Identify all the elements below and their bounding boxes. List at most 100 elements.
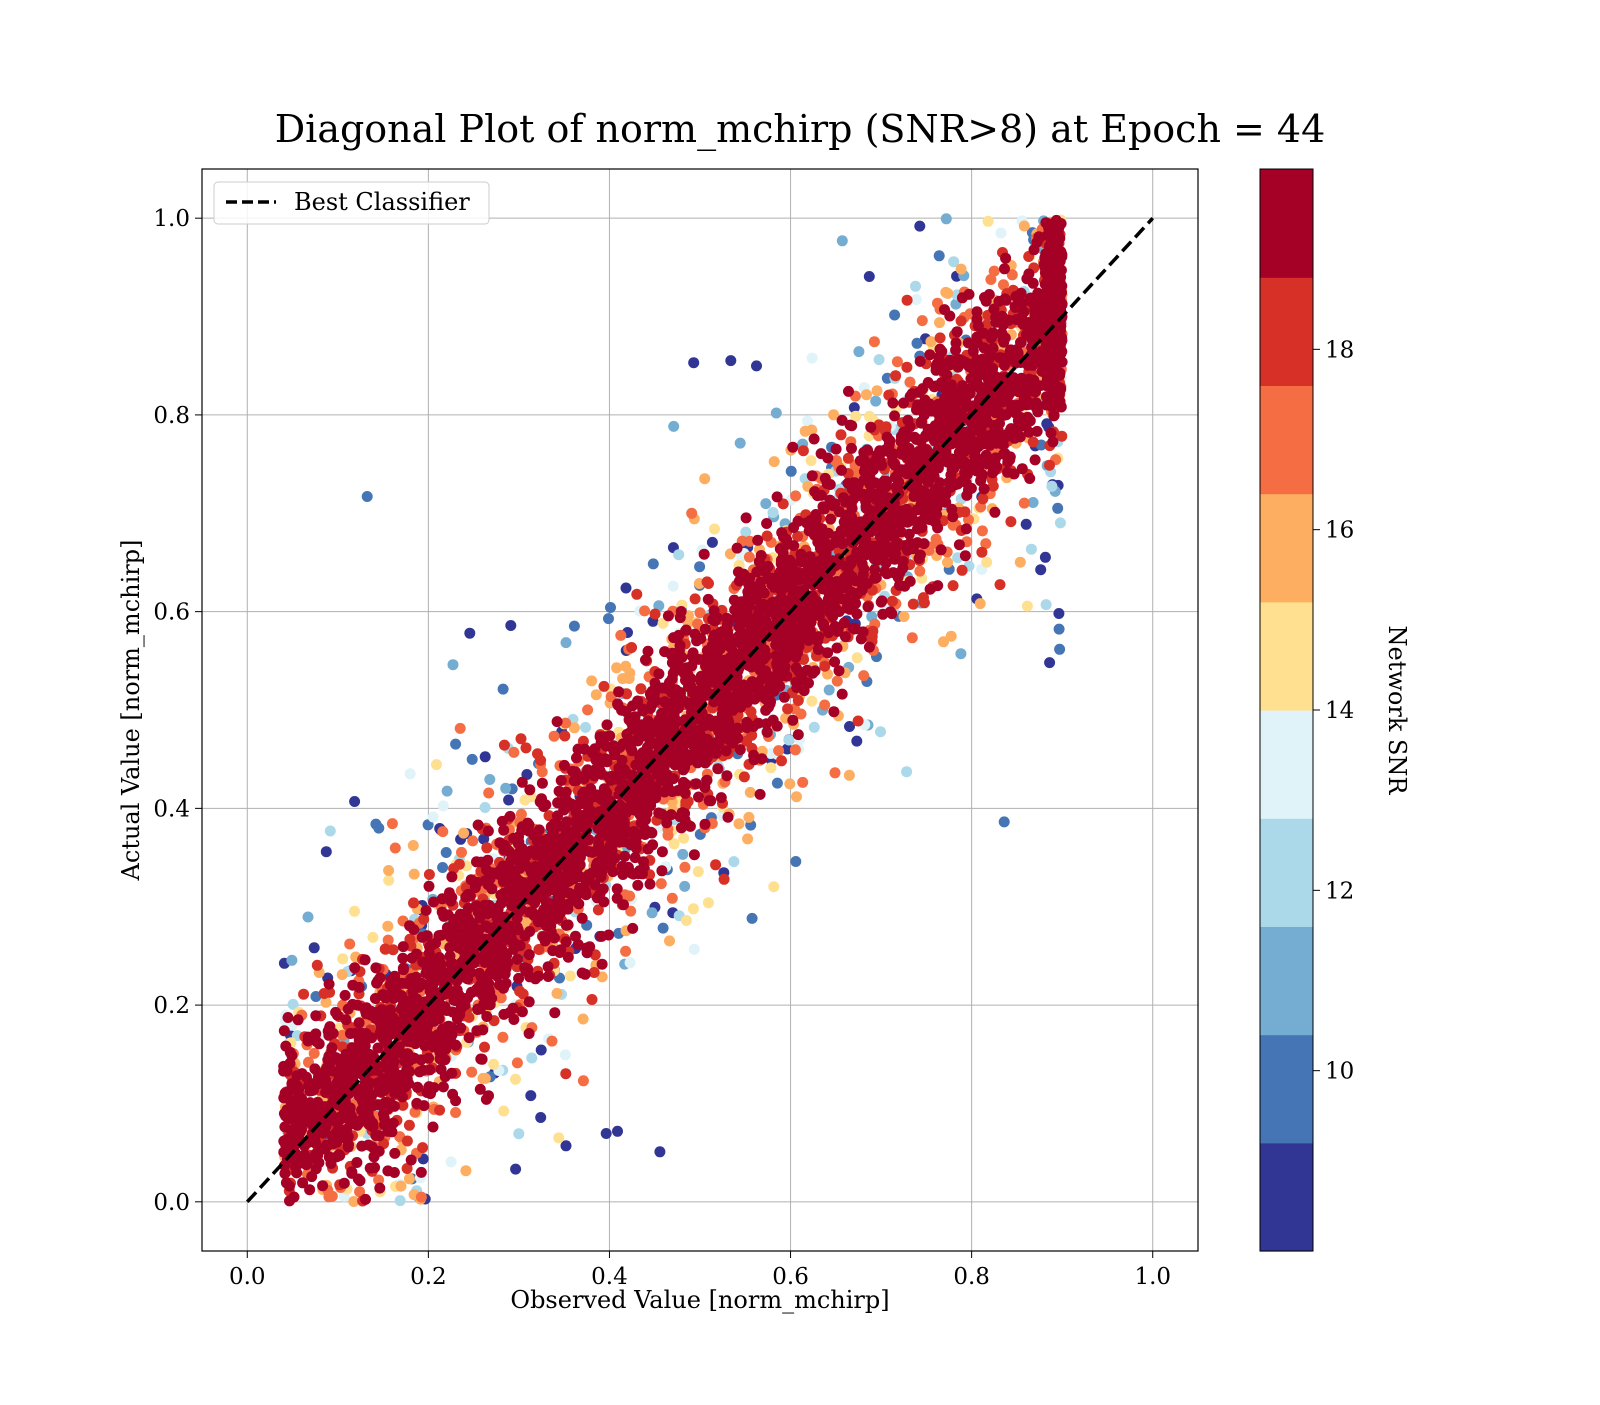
scatter-point [549, 731, 560, 742]
scatter-point [428, 1122, 439, 1133]
scatter-point [745, 787, 756, 798]
scatter-point [446, 871, 457, 882]
scatter-point [1000, 253, 1011, 264]
scatter-point [500, 783, 511, 794]
scatter-point [942, 557, 953, 568]
scatter-point [716, 792, 727, 803]
scatter-point [647, 907, 658, 918]
scatter-point [691, 778, 702, 789]
scatter-point [480, 751, 491, 762]
scatter-point [380, 944, 391, 955]
scatter-point [699, 473, 710, 484]
scatter-points [278, 213, 1068, 1207]
scatter-point [404, 1173, 415, 1184]
scatter-point [934, 317, 945, 328]
scatter-point [664, 935, 675, 946]
scatter-point [543, 971, 554, 982]
scatter-point [858, 670, 869, 681]
scatter-point [349, 906, 360, 917]
scatter-point [349, 962, 360, 973]
scatter-point [1046, 481, 1057, 492]
scatter-point [405, 768, 416, 779]
scatter-point [532, 748, 543, 759]
scatter-point [807, 353, 818, 364]
scatter-point [999, 263, 1010, 274]
scatter-point [668, 421, 679, 432]
scatter-point [1021, 519, 1032, 530]
scatter-point [1028, 437, 1039, 448]
scatter-point [773, 745, 784, 756]
scatter-point [563, 952, 574, 963]
scatter-point [569, 775, 580, 786]
scatter-point [872, 385, 883, 396]
scatter-point [503, 795, 514, 806]
scatter-point [387, 818, 398, 829]
scatter-point [734, 818, 745, 829]
scatter-point [797, 777, 808, 788]
scatter-point [613, 686, 624, 697]
scatter-point [658, 923, 669, 934]
scatter-point [914, 221, 925, 232]
scatter-point [409, 869, 420, 880]
scatter-point [510, 1074, 521, 1085]
scatter-point [791, 791, 802, 802]
scatter-point [561, 637, 572, 648]
scatter-point [524, 926, 535, 937]
scatter-point [552, 988, 563, 999]
scatter-point [395, 1195, 406, 1206]
scatter-point [892, 356, 903, 367]
scatter-point [686, 508, 697, 519]
scatter-point [382, 1165, 393, 1176]
scatter-point [768, 881, 779, 892]
scatter-point [678, 833, 689, 844]
scatter-point [408, 897, 419, 908]
scatter-point [870, 396, 881, 407]
scatter-point [989, 266, 1000, 277]
scatter-point [512, 1057, 523, 1068]
scatter-point [743, 812, 754, 823]
scatter-point [408, 924, 419, 935]
scatter-point [330, 1007, 341, 1018]
scatter-point [657, 758, 668, 769]
scatter-point [383, 875, 394, 886]
scatter-point [498, 684, 509, 695]
scatter-point [983, 216, 994, 227]
scatter-point [689, 944, 700, 955]
scatter-point [516, 809, 527, 820]
scatter-point [1052, 503, 1063, 514]
scatter-point [537, 766, 548, 777]
scatter-point [389, 1148, 400, 1159]
scatter-point [483, 826, 494, 837]
scatter-point [398, 963, 409, 974]
scatter-point [354, 982, 365, 993]
scatter-point [284, 1181, 295, 1192]
scatter-point [612, 1126, 623, 1137]
scatter-point [689, 849, 700, 860]
scatter-point [677, 849, 688, 860]
scatter-point [739, 771, 750, 782]
scatter-point [286, 955, 297, 966]
scatter-point [807, 470, 818, 481]
scatter-point [1040, 552, 1051, 563]
scatter-point [917, 315, 928, 326]
scatter-point [787, 715, 798, 726]
scatter-point [939, 304, 950, 315]
scatter-point [536, 1045, 547, 1056]
scatter-point [843, 453, 854, 464]
scatter-point [723, 812, 734, 823]
scatter-point [934, 250, 945, 261]
scatter-point [981, 557, 992, 568]
scatter-point [466, 1067, 477, 1078]
scatter-point [919, 597, 930, 608]
scatter-point [383, 865, 394, 876]
scatter-point [559, 731, 570, 742]
scatter-point [635, 683, 646, 694]
scatter-point [663, 610, 674, 621]
scatter-point [889, 410, 900, 421]
scatter-point [479, 1042, 490, 1053]
scatter-point [547, 1036, 558, 1047]
scatter-point [473, 820, 484, 831]
scatter-point [602, 719, 613, 730]
scatter-point [960, 506, 971, 517]
scatter-point [600, 731, 611, 742]
